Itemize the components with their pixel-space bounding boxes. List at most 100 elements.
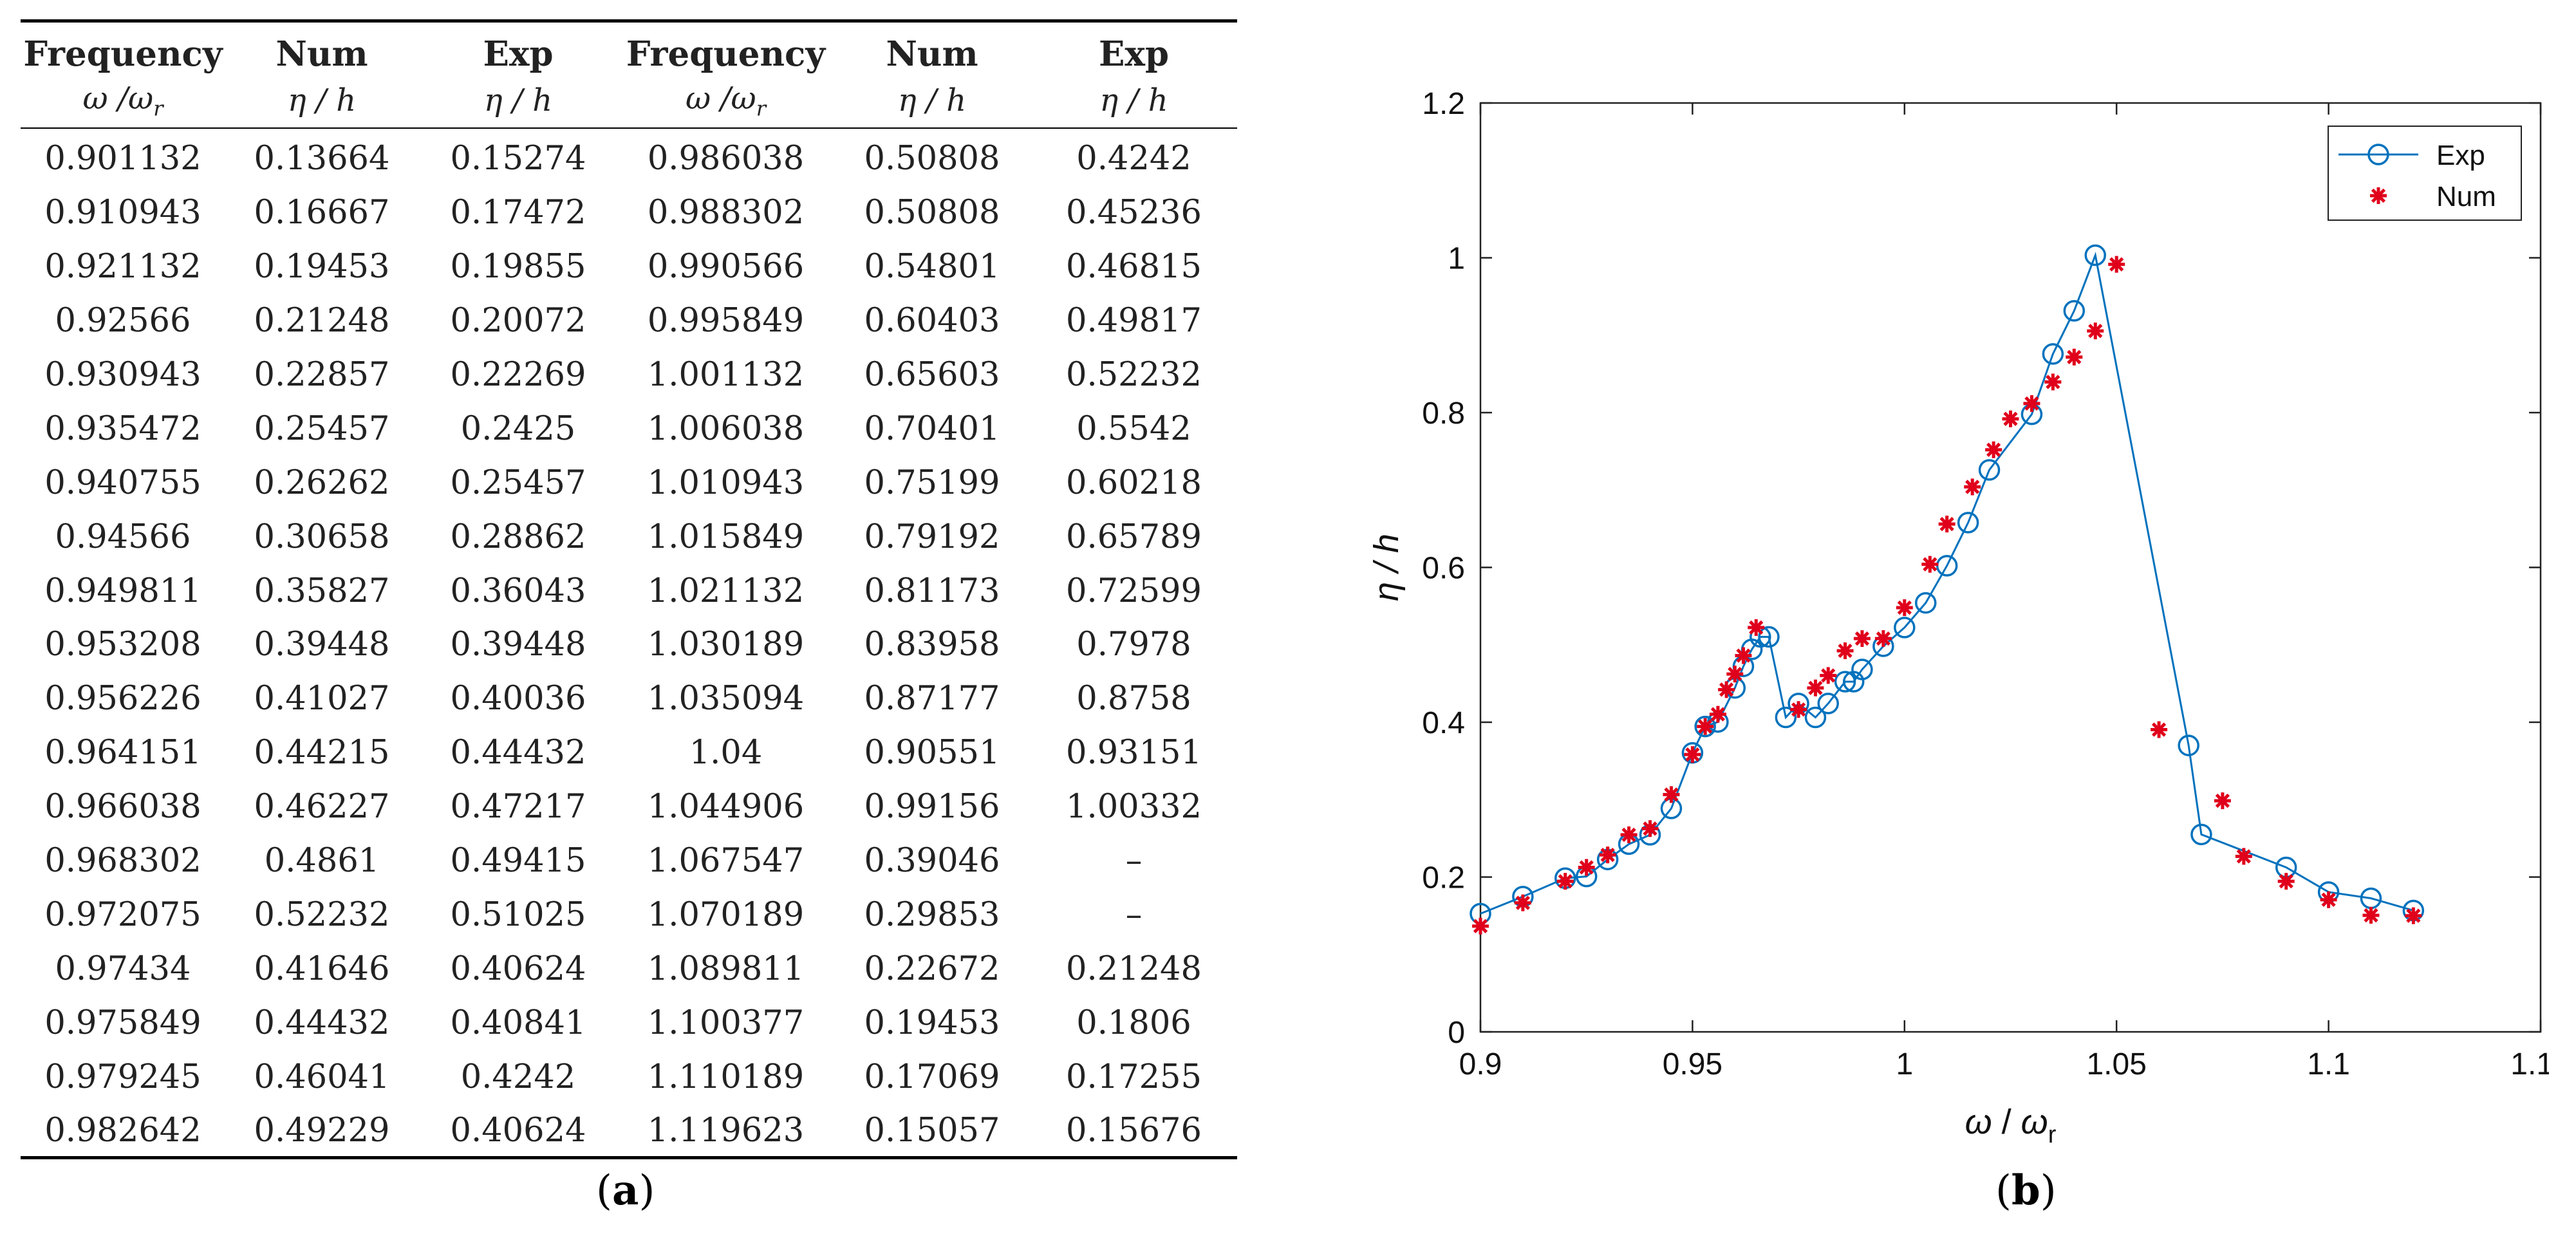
num-point (1874, 630, 1892, 648)
table-cell: 0.28862 (450, 518, 586, 556)
table-cell: 0.94566 (55, 518, 191, 556)
unit-num-1: η / h (287, 82, 357, 118)
table-cell: 0.46041 (254, 1058, 390, 1096)
table-row: 0.975849 0.44432 0.40841 1.100377 0.19453 0.1… (21, 996, 1237, 1050)
table-cell: 0.901132 (44, 140, 201, 178)
num-point (2214, 792, 2231, 810)
num-point (2066, 348, 2083, 366)
num-point (1726, 666, 1744, 683)
table-cell: 0.90551 (864, 734, 1000, 772)
x-axis-label-omega: ω (1965, 1103, 1992, 1141)
num-point (2151, 721, 2168, 738)
table-cell: 0.4861 (264, 842, 380, 881)
table-cell: 0.99156 (864, 788, 1000, 827)
table-cell: 0.19453 (254, 248, 390, 286)
table-cell: 0.990566 (647, 248, 805, 286)
exp-point (1978, 459, 2001, 481)
num-point (1620, 826, 1638, 843)
table-cell: 0.60403 (864, 302, 1000, 341)
table-cell: 0.25457 (254, 409, 390, 448)
num-point (2087, 322, 2104, 340)
table-cell: 0.4242 (1076, 140, 1191, 178)
table-cell: 0.47217 (450, 788, 586, 827)
num-point (1964, 478, 1981, 496)
table-cell: 1.067547 (647, 842, 805, 881)
x-axis-label-sep: / (1992, 1103, 2021, 1141)
legend-exp-marker (2367, 144, 2389, 165)
table-cell: 1.006038 (647, 409, 805, 448)
num-point (2044, 373, 2062, 391)
line-chart: 0.9 0.95 1 1.05 1.1 1.15 0 0.2 0.4 0.6 0.8 1 1.2 ω / … (1367, 87, 2549, 1148)
table-row: 0.92566 0.21248 0.20072 0.995849 0.60403 0.49… (21, 294, 1237, 348)
exp-point (1851, 659, 1873, 680)
exp-point (2063, 300, 2086, 322)
table-cell: 0.972075 (44, 895, 201, 934)
num-point (1748, 619, 1765, 636)
table-cell: 0.60218 (1066, 463, 1202, 502)
table-cell: 0.910943 (44, 194, 201, 232)
table-row: 0.953208 0.39448 0.39448 1.030189 0.83958 0.7… (21, 618, 1237, 672)
header-frequency-2: Frequency (626, 34, 826, 74)
table-cell: – (1125, 895, 1143, 934)
table-cell: 0.16667 (254, 194, 390, 232)
table-row: 0.97434 0.41646 0.40624 1.089811 0.22672 0.21… (21, 942, 1237, 996)
header-exp-1: Exp (483, 34, 554, 74)
table-cell: 0.40624 (450, 1112, 586, 1150)
header-num-2: Num (886, 34, 978, 74)
exp-point (1804, 706, 1827, 729)
table-cell: 0.25457 (450, 463, 586, 502)
legend-num-marker (2370, 187, 2387, 204)
table-cell: 0.13664 (254, 140, 390, 178)
table-cell: 0.982642 (44, 1112, 201, 1150)
table-cell: 0.956226 (44, 680, 201, 718)
table-cell: 0.26262 (254, 463, 390, 502)
table-cell: 1.010943 (647, 463, 805, 502)
table-cell: 1.089811 (647, 949, 805, 988)
table-cell: 0.22857 (254, 356, 390, 394)
table-cell: 0.40036 (450, 680, 586, 718)
table-cell: 0.40624 (450, 949, 586, 988)
table-cell: 0.19855 (450, 248, 586, 286)
num-point (1836, 642, 1854, 660)
num-point (1853, 630, 1871, 648)
num-point (1641, 820, 1659, 837)
table-cell: 0.21248 (254, 302, 390, 341)
exp-point (1834, 671, 1856, 693)
exp-point (1817, 693, 1839, 715)
table-cell: 0.50808 (864, 194, 1000, 232)
caption-b: (b) (1995, 1166, 2057, 1215)
exp-point (1957, 512, 1979, 534)
table-row: 0.956226 0.41027 0.40036 1.035094 0.87177 0.8… (21, 672, 1237, 726)
table-row: 0.921132 0.19453 0.19855 0.990566 0.54801 0.4… (21, 240, 1237, 294)
exp-point (1894, 617, 1916, 639)
exp-point (1914, 592, 1937, 614)
table-cell: 0.65789 (1066, 518, 1202, 556)
table-cell: 0.39448 (450, 626, 586, 664)
x-axis-label: ω / ωr (1965, 1103, 2057, 1148)
x-tick-label: 1.15 (2510, 1047, 2549, 1081)
num-point (2320, 891, 2337, 908)
y-tick-label: 0.8 (1422, 397, 1465, 431)
num-point (1663, 786, 1680, 803)
unit-exp-2: η / h (1099, 82, 1168, 118)
table-cell: 0.49415 (450, 842, 586, 881)
x-tick-label: 0.9 (1459, 1047, 1502, 1081)
table-cell: 1.035094 (647, 680, 805, 718)
table-cell: 0.17069 (864, 1058, 1000, 1096)
caption-a: (a) (596, 1166, 655, 1215)
table-cell: 0.966038 (44, 788, 201, 827)
table-cell: 0.50808 (864, 140, 1000, 178)
num-point (1807, 679, 1824, 696)
table-cell: 0.7978 (1076, 626, 1191, 664)
num-point (1709, 705, 1726, 723)
table-cell: 0.45236 (1066, 194, 1202, 232)
header-frequency-1: Frequency (23, 34, 223, 74)
table-cell: 0.986038 (647, 140, 805, 178)
table-cell: 0.44215 (254, 734, 390, 772)
table-row: 0.910943 0.16667 0.17472 0.988302 0.50808 0.4… (21, 186, 1237, 240)
table-cell: 0.49817 (1066, 302, 1202, 341)
table-top-rule (21, 19, 1237, 23)
exp-point (2042, 343, 2064, 365)
table-cell: 0.36043 (450, 572, 586, 610)
